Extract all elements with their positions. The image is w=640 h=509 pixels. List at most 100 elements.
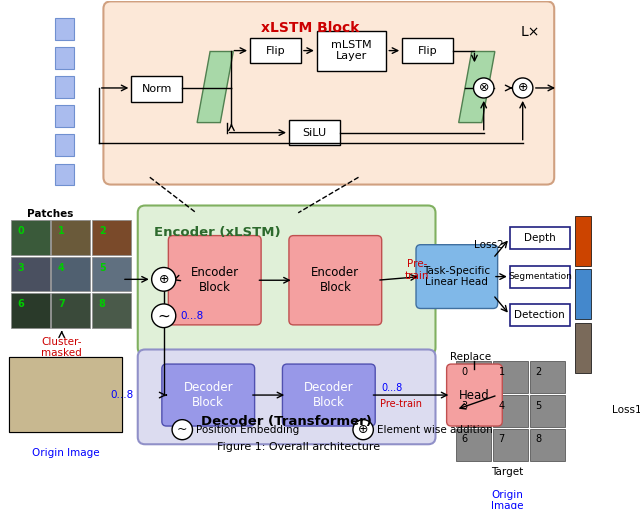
Bar (55, 105, 74, 127)
Text: Element wise addition: Element wise addition (377, 425, 493, 435)
Bar (530, 395, 565, 427)
FancyBboxPatch shape (104, 2, 554, 185)
Bar (55, 163, 74, 185)
Text: Encoder (xLSTM): Encoder (xLSTM) (154, 225, 281, 239)
Bar (509, 266, 570, 288)
Text: Decoder (Transformer): Decoder (Transformer) (201, 415, 372, 428)
Bar (11, 220, 50, 254)
Bar (575, 215, 591, 266)
Bar (493, 395, 528, 427)
Bar (456, 395, 491, 427)
Text: 0...8: 0...8 (180, 311, 204, 321)
Text: ⊕: ⊕ (159, 273, 169, 286)
Circle shape (152, 304, 176, 328)
FancyBboxPatch shape (138, 350, 435, 444)
Text: Head: Head (459, 388, 490, 402)
Text: Position Embedding: Position Embedding (196, 425, 300, 435)
Text: Pre-train: Pre-train (380, 399, 422, 409)
Text: Flip: Flip (266, 46, 285, 55)
Text: 7: 7 (499, 434, 505, 444)
Text: 6: 6 (461, 434, 468, 444)
Bar (250, 38, 301, 63)
Text: 3: 3 (461, 401, 468, 411)
Bar (9, 357, 122, 432)
Bar (493, 429, 528, 461)
Text: Flip: Flip (418, 46, 437, 55)
Bar (9, 357, 122, 432)
Text: 5: 5 (536, 401, 542, 411)
Text: Cluster-
masked: Cluster- masked (42, 337, 82, 358)
FancyBboxPatch shape (168, 236, 261, 325)
Polygon shape (459, 51, 495, 123)
Bar (509, 304, 570, 326)
Text: Detection: Detection (515, 310, 565, 320)
Bar (51, 257, 90, 291)
Bar (55, 18, 74, 40)
Text: L×: L× (520, 25, 540, 39)
Bar (11, 293, 50, 328)
Text: 0...8: 0...8 (381, 383, 403, 393)
Text: ⊕: ⊕ (358, 423, 369, 436)
Bar (456, 361, 491, 393)
Text: Loss1: Loss1 (612, 405, 640, 415)
FancyBboxPatch shape (289, 236, 381, 325)
Bar (530, 361, 565, 393)
Text: 3: 3 (17, 263, 24, 273)
Circle shape (152, 267, 176, 291)
Text: ~: ~ (157, 308, 170, 323)
Text: 4: 4 (499, 401, 505, 411)
Text: ⊕: ⊕ (517, 81, 528, 95)
FancyBboxPatch shape (447, 364, 502, 426)
Text: ~: ~ (177, 423, 188, 436)
Bar (55, 47, 74, 69)
Bar (317, 31, 387, 71)
Text: Figure 1: Overall architecture: Figure 1: Overall architecture (217, 442, 380, 453)
Bar (509, 228, 570, 249)
Text: Target: Target (491, 467, 523, 477)
Bar (55, 134, 74, 156)
Bar (402, 38, 453, 63)
Text: Replace: Replace (450, 352, 492, 362)
Text: Encoder
Block: Encoder Block (311, 266, 360, 294)
Text: Encoder
Block: Encoder Block (191, 266, 239, 294)
Text: 0: 0 (17, 227, 24, 237)
Text: 4: 4 (58, 263, 65, 273)
Polygon shape (197, 51, 234, 123)
FancyBboxPatch shape (162, 364, 255, 426)
Bar (289, 120, 340, 146)
Circle shape (353, 419, 373, 440)
Text: Origin
Image: Origin Image (491, 490, 523, 509)
Text: Pre-
train: Pre- train (404, 260, 429, 281)
Text: Origin Image: Origin Image (31, 448, 99, 458)
Bar (92, 220, 131, 254)
FancyBboxPatch shape (416, 245, 498, 308)
Bar (530, 429, 565, 461)
Bar (493, 361, 528, 393)
FancyBboxPatch shape (282, 364, 375, 426)
Text: Norm: Norm (141, 84, 172, 94)
Text: Task-Specific
Linear Head: Task-Specific Linear Head (423, 266, 490, 288)
Bar (55, 76, 74, 98)
Text: 7: 7 (58, 299, 65, 309)
FancyBboxPatch shape (138, 206, 435, 355)
Circle shape (172, 419, 193, 440)
Circle shape (474, 78, 494, 98)
Bar (51, 220, 90, 254)
Text: xLSTM Block: xLSTM Block (261, 21, 360, 36)
Text: mLSTM
Layer: mLSTM Layer (332, 40, 372, 62)
Text: SiLU: SiLU (302, 128, 326, 137)
Text: 0...8: 0...8 (111, 390, 134, 400)
Text: 2: 2 (536, 367, 542, 377)
Circle shape (513, 78, 533, 98)
Text: 1: 1 (499, 367, 505, 377)
Bar (92, 293, 131, 328)
Text: Decoder
Block: Decoder Block (304, 381, 354, 409)
Text: Depth: Depth (524, 233, 556, 243)
Text: ⊗: ⊗ (479, 81, 489, 95)
Text: Loss2: Loss2 (474, 240, 504, 250)
Bar (575, 323, 591, 373)
Text: Patches: Patches (28, 209, 74, 219)
Text: 1: 1 (58, 227, 65, 237)
Text: 8: 8 (99, 299, 106, 309)
Bar (92, 257, 131, 291)
